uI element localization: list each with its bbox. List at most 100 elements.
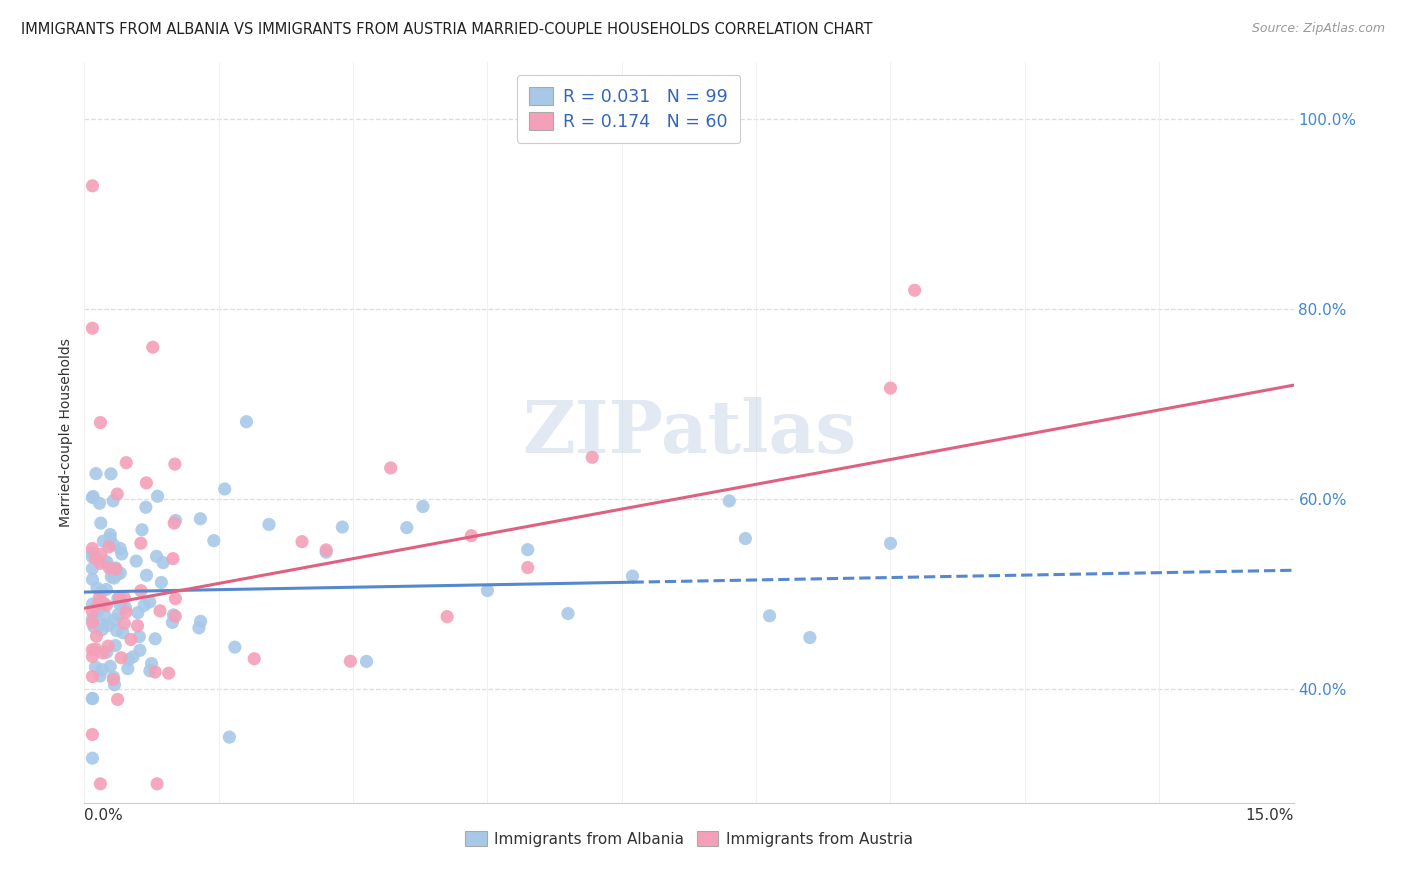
Point (84, 642, 107, 657)
Point (82, 597, 104, 611)
Point (125, 554, 148, 568)
Point (82, 573, 104, 587)
Point (82, 321, 104, 335)
Point (581, 450, 603, 465)
Point (82, 727, 104, 741)
Point (135, 475, 157, 490)
Point (758, 608, 780, 623)
Point (118, 652, 141, 666)
Point (96, 555, 118, 569)
Point (91, 646, 114, 660)
Point (82, 561, 104, 575)
Point (315, 545, 337, 559)
Point (111, 547, 134, 561)
Point (82, 490, 104, 504)
Point (91, 623, 114, 637)
Point (96, 582, 118, 597)
Point (152, 556, 174, 570)
Point (91, 534, 114, 549)
Point (129, 583, 152, 598)
Point (202, 533, 225, 548)
Point (356, 654, 378, 668)
Point (190, 512, 212, 526)
Point (143, 632, 166, 646)
Point (98, 659, 121, 673)
Point (82, 649, 104, 664)
Point (83, 620, 105, 634)
Point (149, 604, 172, 618)
Point (165, 591, 187, 606)
Point (89, 669, 111, 683)
Point (82, 642, 104, 657)
Point (98, 561, 121, 575)
Point (86, 581, 108, 595)
Point (107, 692, 129, 706)
Point (90, 584, 112, 599)
Point (139, 664, 162, 678)
Point (84, 660, 107, 674)
Point (395, 521, 418, 535)
Point (105, 487, 128, 501)
Point (104, 613, 127, 627)
Point (82, 691, 104, 706)
Point (114, 600, 136, 615)
Point (516, 542, 538, 557)
Point (84, 551, 107, 566)
Point (799, 631, 821, 645)
Point (111, 625, 134, 640)
Point (235, 415, 257, 429)
Point (82, 491, 104, 505)
Point (86, 605, 108, 619)
Point (165, 514, 187, 528)
Point (557, 607, 579, 621)
Point (115, 456, 138, 470)
Text: 0.0%: 0.0% (84, 807, 124, 822)
Point (98, 531, 121, 545)
Point (82, 550, 104, 565)
Point (89, 557, 111, 571)
Point (86, 629, 108, 643)
Y-axis label: Married-couple Households: Married-couple Households (59, 338, 73, 527)
Point (162, 615, 184, 630)
Point (165, 609, 187, 624)
Point (129, 643, 152, 657)
Point (436, 609, 458, 624)
Point (120, 632, 142, 647)
Point (91, 663, 114, 677)
Point (84, 467, 107, 481)
Point (117, 662, 139, 676)
Point (477, 583, 499, 598)
Point (127, 618, 149, 632)
Point (89, 496, 111, 510)
Point (82, 178, 104, 193)
Point (516, 560, 538, 574)
Point (89, 591, 111, 605)
Point (187, 621, 209, 635)
Point (105, 567, 128, 582)
Point (87, 597, 110, 611)
Point (214, 482, 236, 496)
Point (904, 283, 927, 297)
Point (89, 416, 111, 430)
Point (104, 561, 127, 575)
Point (98, 540, 121, 554)
Point (101, 563, 124, 577)
Point (122, 649, 145, 664)
Point (91, 595, 114, 609)
Point (100, 467, 122, 481)
Point (105, 624, 128, 638)
Point (103, 678, 125, 692)
Text: IMMIGRANTS FROM ALBANIA VS IMMIGRANTS FROM AUSTRIA MARRIED-COUPLE HOUSEHOLDS COR: IMMIGRANTS FROM ALBANIA VS IMMIGRANTS FR… (21, 22, 873, 37)
Point (90, 547, 112, 561)
Point (879, 536, 901, 550)
Point (112, 591, 135, 605)
Point (380, 461, 402, 475)
Point (243, 651, 266, 665)
Point (91, 617, 114, 632)
Point (103, 670, 125, 684)
Point (96, 618, 118, 632)
Point (89, 777, 111, 791)
Point (146, 777, 169, 791)
Point (162, 607, 184, 622)
Text: Source: ZipAtlas.com: Source: ZipAtlas.com (1251, 22, 1385, 36)
